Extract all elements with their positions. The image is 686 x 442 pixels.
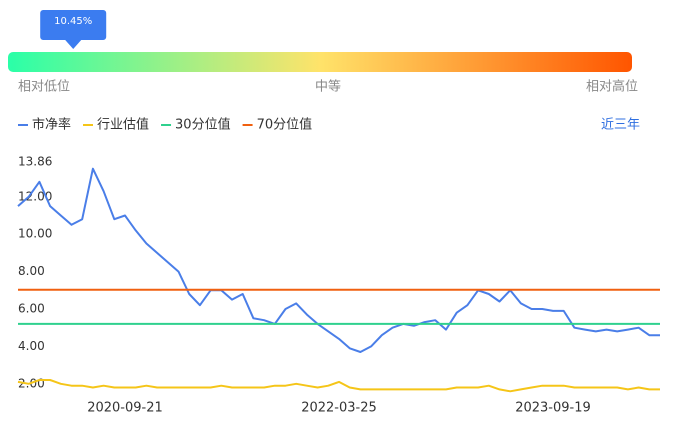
legend-label: 30分位值 (175, 117, 231, 133)
y-tick-label: 10.00 (18, 227, 52, 241)
percentile-bar (8, 52, 632, 72)
scale-label: 相对低位 (18, 80, 70, 95)
series-line (17, 167, 660, 353)
x-tick-label: 2023-09-19 (515, 401, 591, 416)
scale-label: 中等 (315, 79, 341, 95)
y-tick-label: 6.00 (18, 301, 45, 315)
series-line (17, 379, 660, 393)
legend-label: 行业估值 (97, 117, 149, 133)
x-tick-label: 2020-09-21 (87, 401, 163, 416)
percentile-marker (40, 10, 107, 49)
percentile-label: 10.45% (54, 16, 92, 27)
scale-label: 相对高位 (586, 79, 638, 95)
legend-label: 市净率 (32, 117, 71, 133)
range-button[interactable]: 近三年 (601, 118, 640, 133)
y-tick-label: 8.00 (18, 264, 45, 278)
y-tick-label: 4.00 (18, 339, 45, 353)
legend-label: 70分位值 (257, 117, 313, 133)
y-tick-label: 13.86 (18, 155, 52, 169)
x-tick-label: 2022-03-25 (301, 401, 377, 416)
